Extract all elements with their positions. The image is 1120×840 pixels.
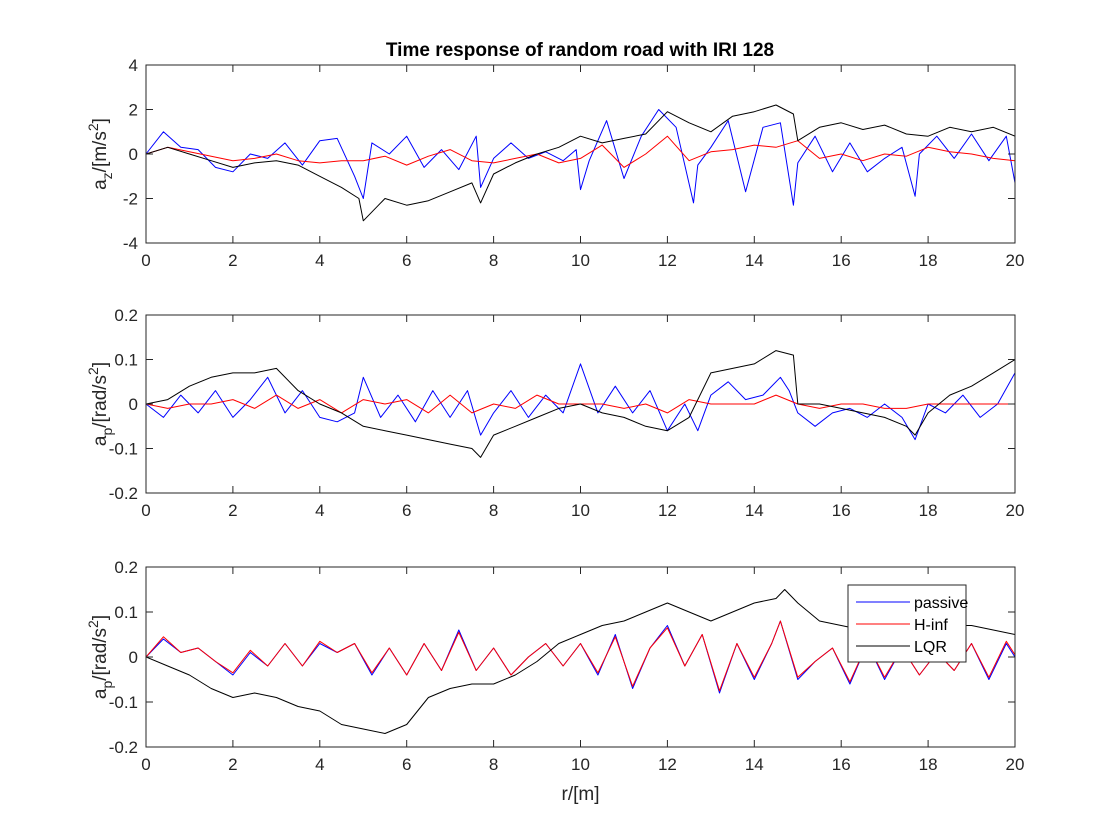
x-axis-label: r/[m] (562, 784, 600, 805)
series-line-h-inf (146, 135, 1015, 168)
x-tick-label: 16 (832, 251, 851, 270)
x-tick-label: 6 (402, 251, 411, 270)
x-tick-label: 18 (919, 251, 938, 270)
x-tick-label: 12 (658, 755, 677, 774)
y-tick-label: 2 (129, 101, 138, 120)
series-group (146, 104, 1015, 222)
x-tick-label: 0 (141, 501, 150, 520)
x-tick-label: 20 (1006, 755, 1025, 774)
x-tick-label: 10 (571, 251, 590, 270)
x-tick-label: 8 (489, 755, 498, 774)
y-tick-label: 0 (129, 648, 138, 667)
series-line-lqr (146, 350, 1015, 458)
series-group (146, 350, 1015, 458)
x-tick-label: 6 (402, 501, 411, 520)
x-tick-label: 0 (141, 755, 150, 774)
y-tick-label: -2 (123, 190, 138, 209)
x-tick-label: 20 (1006, 501, 1025, 520)
series-line-passive (146, 363, 1015, 441)
y-axis-label: az/[m/s2] (85, 118, 115, 190)
series-line-lqr (146, 104, 1015, 222)
y-tick-label: -4 (123, 234, 138, 253)
subplot-1: 0 2 4 6 8 10 12 14 16 18 20 -4 -2 0 2 4 az/[m/s2] (85, 56, 1024, 270)
y-tick-label: -0.1 (109, 440, 138, 459)
x-tick-label: 12 (658, 251, 677, 270)
x-tick-label: 10 (571, 501, 590, 520)
x-tick-label: 14 (745, 501, 764, 520)
x-tick-label: 4 (315, 251, 324, 270)
x-tick-label: 8 (489, 501, 498, 520)
legend: passive H-inf LQR (847, 584, 968, 663)
subplot-2: 0 2 4 6 8 10 12 14 16 18 20 -0.2 -0.1 0 0.1 0.2 ap/[rad/… (85, 306, 1024, 520)
y-tick-label: 0.2 (114, 306, 138, 325)
subplot-3: 0 2 4 6 8 10 12 14 16 18 20 -0.2 -0.1 0 0.1 0.2 ap/[rad/… (85, 558, 1024, 805)
legend-label: H-inf (914, 617, 948, 634)
x-tick-label: 20 (1006, 251, 1025, 270)
y-tick-label: 0.2 (114, 558, 138, 577)
x-tick-label: 10 (571, 755, 590, 774)
figure-title: Time response of random road with IRI 12… (386, 40, 774, 61)
y-tick-label: -0.2 (109, 738, 138, 757)
x-tick-label: 4 (315, 501, 324, 520)
x-tick-label: 14 (745, 251, 764, 270)
x-tick-label: 6 (402, 755, 411, 774)
y-tick-label: 0 (129, 395, 138, 414)
x-tick-label: 18 (919, 755, 938, 774)
y-tick-label: 0 (129, 145, 138, 164)
x-tick-label: 16 (832, 501, 851, 520)
x-tick-label: 18 (919, 501, 938, 520)
legend-label: passive (914, 595, 968, 612)
x-tick-label: 12 (658, 501, 677, 520)
y-axis-label: ap/[rad/s2] (85, 362, 115, 446)
legend-label: LQR (914, 639, 947, 656)
series-line-passive (146, 109, 1015, 206)
x-tick-label: 0 (141, 251, 150, 270)
x-tick-label: 2 (228, 755, 237, 774)
x-tick-label: 4 (315, 755, 324, 774)
x-tick-label: 8 (489, 251, 498, 270)
y-tick-label: 0.1 (114, 351, 138, 370)
x-tick-label: 2 (228, 251, 237, 270)
y-tick-label: 4 (129, 56, 138, 75)
y-axis-label: ap/[rad/s2] (85, 615, 115, 699)
x-tick-label: 16 (832, 755, 851, 774)
y-tick-label: -0.1 (109, 693, 138, 712)
y-tick-label: 0.1 (114, 603, 138, 622)
x-tick-label: 2 (228, 501, 237, 520)
y-tick-label: -0.2 (109, 484, 138, 503)
x-tick-label: 14 (745, 755, 764, 774)
